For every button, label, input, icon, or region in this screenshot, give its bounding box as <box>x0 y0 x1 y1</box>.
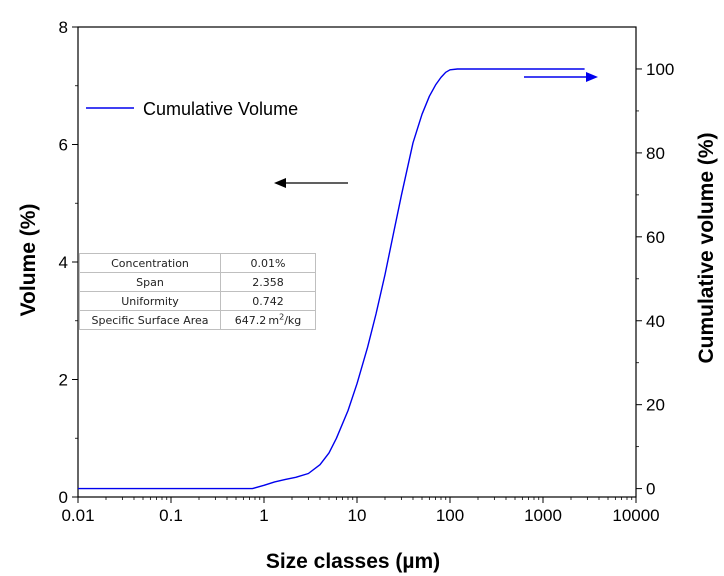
series-layer <box>78 68 585 490</box>
ssa-unit-prefix: m <box>268 313 280 327</box>
x-tick-label: 0.1 <box>159 506 183 525</box>
y2-tick-label: 60 <box>646 228 665 247</box>
y-tick-label: 4 <box>59 253 68 272</box>
x-axis-title: Size classes (µm) <box>266 550 440 573</box>
arrow-left-head <box>274 178 286 188</box>
y-tick-label: 6 <box>59 136 68 155</box>
info-label: Concentration <box>79 253 221 273</box>
legend-label-cumulative-volume: Cumulative Volume <box>143 99 298 119</box>
y-tick-label: 8 <box>59 18 68 37</box>
y2-tick-label: 40 <box>646 312 665 331</box>
x-tick-label: 0.01 <box>61 506 94 525</box>
info-table: Concentration 0.01% Span 2.358 Uniformit… <box>79 253 316 330</box>
info-value: 0.742 <box>220 291 316 311</box>
x-tick-label: 100 <box>436 506 464 525</box>
legend: Cumulative Volume <box>86 99 298 119</box>
y2-tick-label: 100 <box>646 60 674 79</box>
info-label: Span <box>79 272 221 292</box>
info-value: 2.358 <box>220 272 316 292</box>
x-axis: 0.01 0.1 1 10 100 1000 10000 <box>61 497 660 525</box>
info-label: Specific Surface Area <box>79 310 221 330</box>
x-tick-label: 10 <box>348 506 367 525</box>
y2-tick-label: 0 <box>646 480 655 499</box>
table-row: Span 2.358 <box>79 272 316 292</box>
y-axis-left-title: Volume (%) <box>17 204 40 317</box>
info-value: 0.01% <box>220 253 316 273</box>
y2-tick-label: 80 <box>646 144 665 163</box>
ssa-unit-suffix: /kg <box>284 313 302 327</box>
axis-arrows <box>274 72 598 188</box>
x-tick-label: 10000 <box>612 506 659 525</box>
info-value: 647.2 m2/kg <box>220 310 316 330</box>
info-label: Uniformity <box>79 291 221 311</box>
y-axis-right: 0 20 40 60 80 100 <box>636 60 674 499</box>
y2-tick-label: 20 <box>646 396 665 415</box>
x-tick-label: 1 <box>259 506 268 525</box>
ssa-unit-sup: 2 <box>279 311 285 321</box>
ssa-value: 647.2 <box>234 313 267 327</box>
table-row: Uniformity 0.742 <box>79 291 316 311</box>
table-row: Specific Surface Area 647.2 m2/kg <box>79 310 316 330</box>
y-tick-label: 2 <box>59 371 68 390</box>
y-tick-label: 0 <box>59 488 68 507</box>
series-line-cumulative-volume <box>78 68 585 490</box>
y-axis-left: 0 2 4 6 8 <box>59 18 78 507</box>
y-axis-right-title: Cumulative volume (%) <box>695 132 718 363</box>
x-tick-label: 1000 <box>524 506 562 525</box>
arrow-right-head <box>586 72 598 82</box>
table-row: Concentration 0.01% <box>79 253 316 273</box>
